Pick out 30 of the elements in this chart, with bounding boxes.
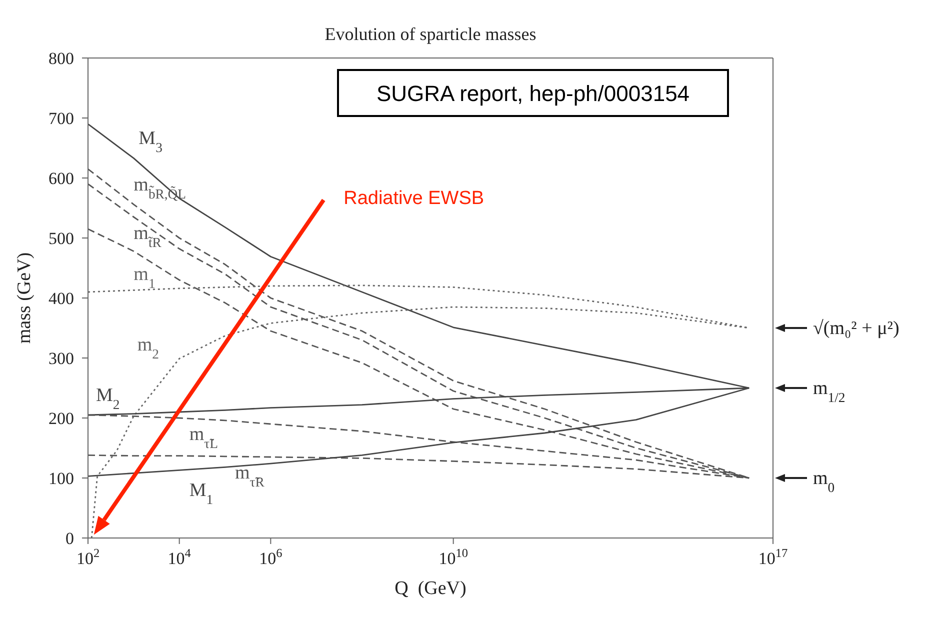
y-tick-label: 800 <box>48 49 74 68</box>
y-tick-label: 200 <box>48 409 74 428</box>
y-tick-label: 700 <box>48 109 74 128</box>
text: m$_{0}$ <box>813 468 835 494</box>
series-label: m$_{τ̃L}$ <box>189 424 218 450</box>
series-label: m$_{1}$ <box>134 264 156 291</box>
series-label: m$_{τ̃R}$ <box>235 462 266 489</box>
text: m$_{1/2}$ <box>813 378 846 404</box>
y-tick-label: 0 <box>66 529 74 548</box>
chart-title: Evolution of sparticle masses <box>324 24 536 44</box>
text: √(m₀² + μ²) <box>813 318 900 339</box>
x-axis-title: Q (GeV) <box>394 578 466 599</box>
series-label: m$_{2}$ <box>137 334 160 362</box>
y-tick-label: 400 <box>48 289 74 308</box>
y-tick-label: 300 <box>48 349 74 368</box>
x-tick-label: 10$^{17}$ <box>758 546 788 568</box>
y-axis-title: mass (GeV) <box>14 252 35 344</box>
x-tick-label: 10$^{10}$ <box>438 546 468 568</box>
series-label: M$_{1}$ <box>189 480 214 507</box>
y-tick-label: 600 <box>48 169 74 188</box>
x-tick-label: 10$^{4}$ <box>168 546 191 568</box>
x-tick-label: 10$^{2}$ <box>76 546 100 568</box>
series-label: M$_{2}$ <box>96 385 120 412</box>
annotation: SUGRA report, hep-ph/0003154 <box>376 81 690 106</box>
annotation: Radiative EWSB <box>344 188 484 209</box>
series-label: M$_{3}$ <box>138 128 163 155</box>
x-tick-label: 10$^{6}$ <box>259 546 282 568</box>
y-tick-label: 100 <box>48 469 74 488</box>
y-tick-label: 500 <box>48 229 74 248</box>
series-label: m$_{t̃R}$ <box>134 223 162 250</box>
